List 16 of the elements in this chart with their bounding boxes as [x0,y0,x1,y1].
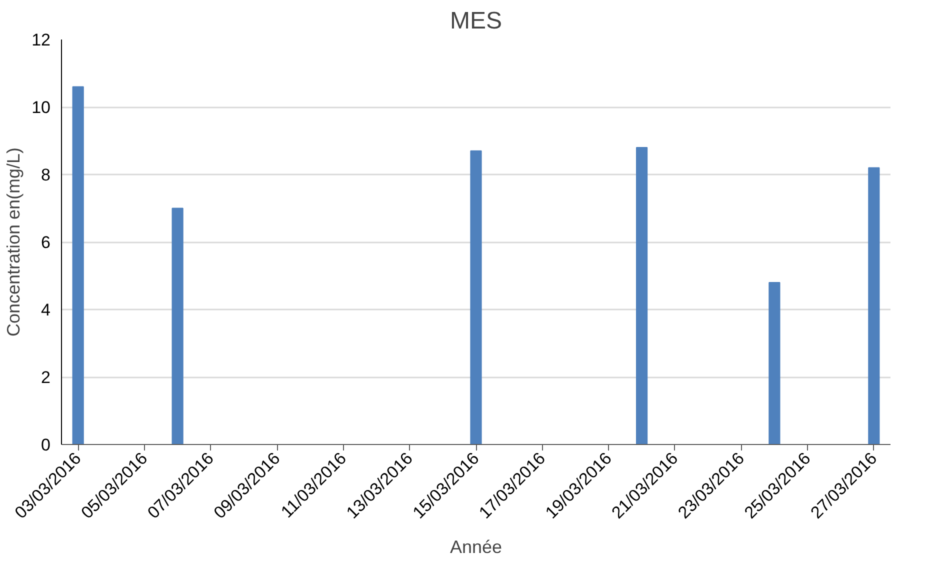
y-tick-label: 0 [41,436,51,454]
chart-title: MES [450,8,502,34]
bar [172,208,184,444]
y-tick-label: 12 [32,30,51,50]
y-tick-label: 8 [41,166,51,184]
y-tick-label: 6 [41,233,51,252]
y-axis-title: Concentration en(mg/L) [4,147,24,337]
x-axis-title: Année [450,537,502,558]
bar [470,150,482,444]
bar [768,282,780,444]
y-tick-label: 4 [41,300,51,320]
bar [868,167,880,444]
bar [72,86,84,444]
bar [636,147,648,444]
y-tick-label: 2 [41,368,51,387]
y-tick-label: 10 [32,98,51,117]
